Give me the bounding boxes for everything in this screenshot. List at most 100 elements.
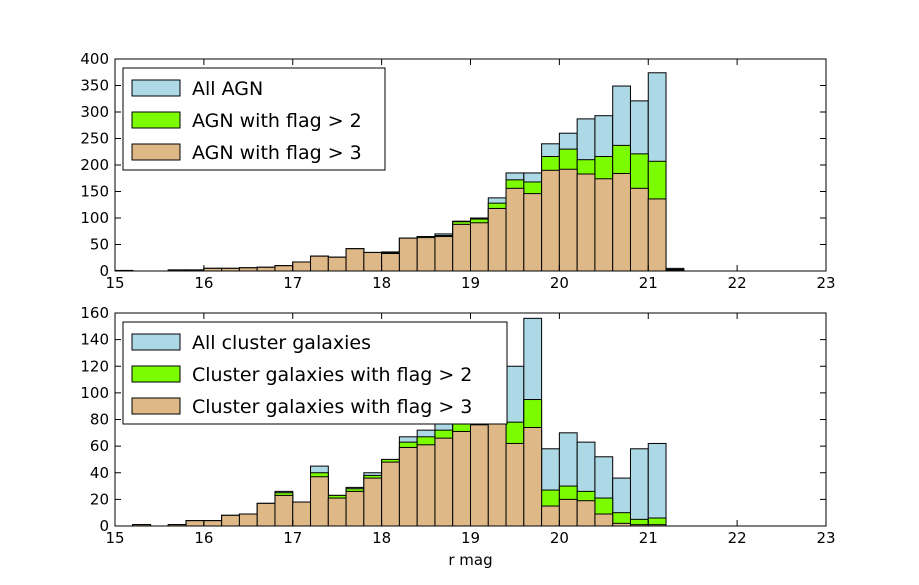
x-tick-label: 16 (194, 529, 213, 547)
legend-box (122, 321, 508, 425)
y-tick-label: 120 (80, 357, 109, 375)
x-tick-label: 19 (461, 529, 480, 547)
histogram-bar (487, 207, 507, 272)
x-tick-label: 22 (728, 274, 747, 292)
legend-label: Cluster galaxies with flag > 3 (192, 396, 472, 418)
legend-swatch (131, 333, 181, 351)
histogram-bar (310, 255, 329, 272)
histogram-bar (292, 501, 312, 527)
y-tick-label: 150 (80, 183, 109, 201)
histogram-bar (363, 477, 383, 527)
legend-label: All AGN (192, 78, 263, 100)
y-tick-label: 140 (80, 331, 109, 349)
x-tick-label: 17 (283, 274, 302, 292)
histogram-bar (381, 461, 400, 527)
histogram-bar (238, 513, 258, 527)
series-cluster-galaxies-with-flag-3 (132, 408, 667, 527)
series-agn-with-flag-3 (114, 168, 685, 272)
histogram-bar (434, 236, 454, 272)
x-tick-label: 21 (639, 529, 658, 547)
legend-swatch (131, 365, 181, 383)
histogram-bar (594, 178, 614, 272)
legend-label: Cluster galaxies with flag > 2 (192, 364, 472, 386)
histogram-bar (345, 248, 365, 272)
histogram-bar (452, 223, 472, 272)
legend-label: AGN with flag > 3 (192, 142, 362, 164)
cluster-histogram-panel: 15 16 17 18 19 20 21 22 23 0 20 40 60 80 100 120 140 160 r… (80, 304, 835, 569)
agn-histogram-panel: 15 16 17 18 19 20 21 22 23 0 50 100 150 200 250 300 350 4… (80, 50, 835, 292)
y-tick-label: 300 (80, 103, 109, 121)
legend: All AGN AGN with flag > 2 AGN with flag > … (122, 67, 386, 171)
histogram-bar (327, 256, 347, 272)
legend-swatch (131, 79, 181, 97)
histogram-bar (541, 505, 560, 527)
histogram-bar (256, 502, 276, 527)
histogram-bar (363, 251, 383, 272)
x-tick-label: 16 (194, 274, 213, 292)
legend: All cluster galaxies Cluster galaxies wit… (122, 321, 508, 425)
histogram-bar (647, 442, 667, 527)
x-tick-label: 20 (550, 274, 569, 292)
x-tick-label: 15 (105, 529, 124, 547)
histogram-bar (647, 198, 667, 272)
x-tick-label: 23 (816, 529, 835, 547)
histogram-bar (274, 494, 294, 527)
histogram-bar (558, 498, 578, 527)
x-tick-label: 23 (816, 274, 835, 292)
histogram-bar (505, 187, 525, 272)
x-axis-label: r mag (448, 551, 492, 569)
legend-label: AGN with flag > 2 (192, 110, 362, 132)
histogram-bar (398, 446, 418, 527)
histogram-bar (416, 237, 436, 272)
histogram-bar (523, 426, 543, 527)
y-tick-label: 160 (80, 304, 109, 322)
histogram-bar (452, 430, 472, 527)
y-tick-label: 60 (90, 437, 109, 455)
x-tick-label: 18 (372, 274, 391, 292)
y-tick-label: 0 (99, 262, 109, 280)
y-tick-label: 250 (80, 130, 109, 148)
x-tick-label: 18 (372, 529, 391, 547)
y-tick-label: 350 (80, 77, 109, 95)
y-tick-label: 400 (80, 50, 109, 68)
y-tick-label: 100 (80, 384, 109, 402)
histogram-bar (629, 448, 649, 527)
x-tick-label: 19 (461, 274, 480, 292)
histogram-bar (398, 237, 418, 272)
histogram-bar (221, 514, 240, 527)
histogram-bar (345, 490, 365, 527)
y-tick-label: 40 (90, 464, 109, 482)
histogram-bar (629, 187, 649, 272)
legend-label: All cluster galaxies (192, 332, 371, 354)
histogram-bar (327, 497, 347, 527)
histogram-bar (558, 168, 578, 272)
histogram-bar (576, 500, 596, 527)
histogram-bar (612, 172, 631, 272)
histogram-bar (434, 437, 454, 527)
histogram-bar (256, 266, 276, 272)
x-tick-label: 17 (283, 529, 302, 547)
y-tick-label: 0 (99, 517, 109, 535)
histogram-bar (310, 476, 329, 527)
y-tick-label: 200 (80, 156, 109, 174)
legend-swatch (131, 111, 181, 129)
y-tick-label: 100 (80, 209, 109, 227)
histogram-bar (185, 520, 205, 527)
x-tick-label: 22 (728, 529, 747, 547)
legend-swatch (131, 143, 181, 161)
histogram-bar (470, 424, 489, 527)
legend-swatch (131, 397, 181, 415)
y-tick-label: 50 (90, 236, 109, 254)
histogram-bar (576, 173, 596, 272)
y-tick-label: 20 (90, 490, 109, 508)
histogram-bar (541, 169, 560, 272)
histogram-bar (416, 444, 436, 527)
histogram-bar (594, 513, 614, 527)
histogram-bar (505, 442, 525, 527)
histogram-bar (381, 253, 400, 272)
histogram-bar (203, 520, 223, 527)
y-tick-label: 80 (90, 411, 109, 429)
histogram-bar (523, 193, 543, 272)
histogram-bar (487, 408, 507, 527)
